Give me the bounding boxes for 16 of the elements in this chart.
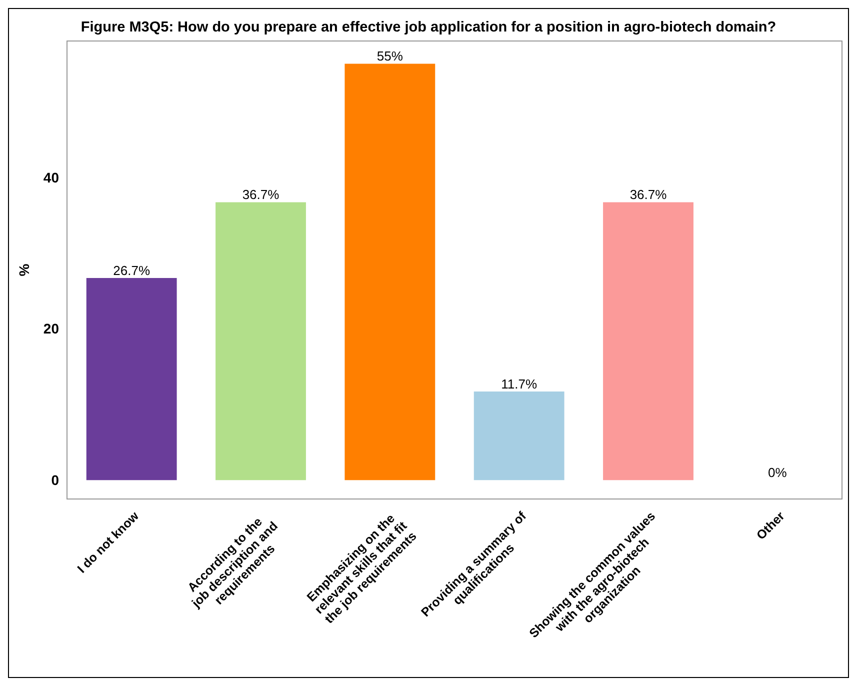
data-label: 55% — [376, 48, 404, 64]
data-label: 36.7% — [242, 187, 280, 202]
y-tick-label: 20 — [43, 320, 60, 337]
data-label: 0% — [768, 465, 788, 480]
bar — [86, 278, 177, 480]
bar — [603, 202, 694, 480]
y-tick-label: 0 — [51, 472, 60, 488]
data-label: 26.7% — [113, 262, 150, 278]
bar — [344, 64, 436, 480]
bar — [216, 202, 306, 480]
data-label: 11.7% — [501, 376, 538, 392]
y-axis-title: % — [16, 263, 32, 276]
chart-title: Figure M3Q5: How do you prepare an effective job application for a position in agro-biotech domain? — [80, 20, 776, 36]
data-label: 36.7% — [630, 187, 668, 202]
bar — [474, 392, 564, 480]
y-tick-label: 40 — [43, 169, 60, 186]
